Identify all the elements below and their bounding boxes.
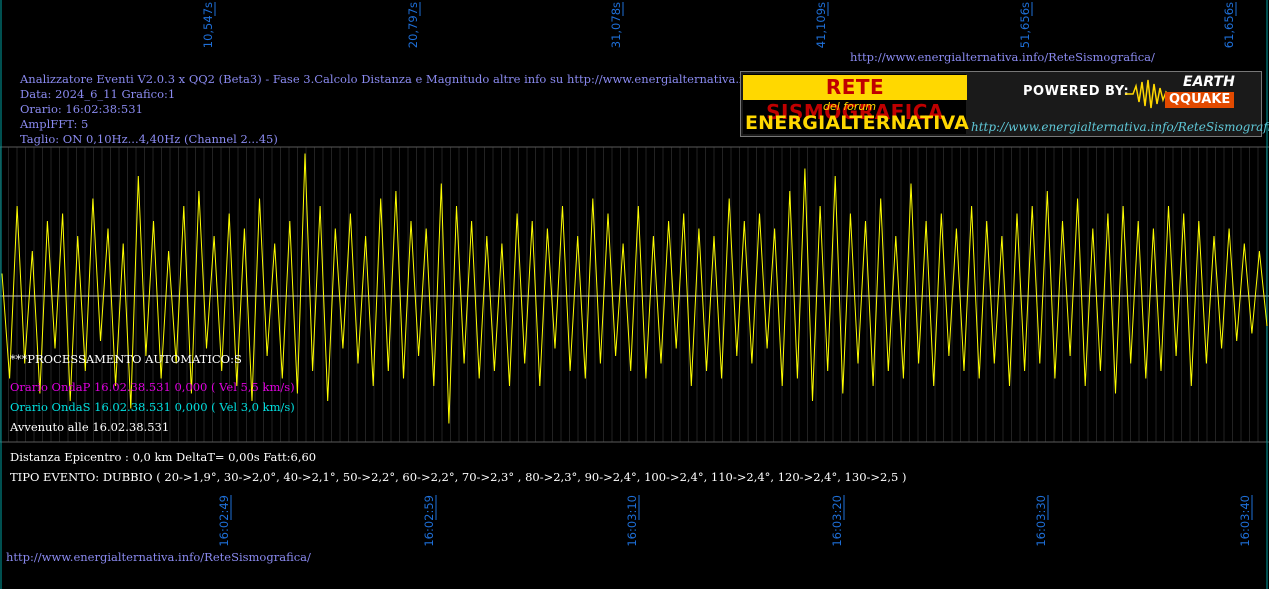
top-tick-label: 20,797s [406,2,420,48]
logo-left-panel: RETE SISMOGRAFICA del forum ENERGIALTERN… [743,74,970,134]
header-line-4: AmplFFT: 5 [20,117,89,131]
logo-brand-qquake: QQUAKE [1165,92,1235,108]
grid-lines [0,147,1267,442]
processing-auto: ***PROCESSAMENTO AUTOMATICO:S [10,352,242,366]
epicenter-distance: Distanza Epicentro : 0,0 km DeltaT= 0,00… [10,450,317,464]
header-line-5: Taglio: ON 0,10Hz...4,40Hz (Channel 2...… [20,132,278,146]
event-time: Avvenuto alle 16.02.38.531 [10,420,170,434]
header-line-1: Analizzatore Eventi V2.0.3 x QQ2 (Beta3)… [20,72,821,86]
bottom-tick-label: 16:02:59 [422,495,436,547]
logo-powered-by: POWERED BY: [1023,84,1130,99]
logo-brand-earth: EARTH [1183,74,1235,90]
bottom-tick-label: 16:03:40 [1238,495,1252,547]
bottom-tick-label: 16:03:10 [625,495,639,547]
rete-sismografica-logo[interactable]: RETE SISMOGRAFICA del forum ENERGIALTERN… [740,71,1269,137]
logo-title-1: RETE SISMOGRAFICA [743,75,967,124]
bottom-axis-ticks: 16:02:49 16:02:59 16:03:10 16:03:20 16:03:30… [217,495,1253,547]
header-line-2: Data: 2024_6_11 Grafico:1 [20,87,176,101]
trace-line [1,153,1268,424]
logo-title-2: del forum [823,100,877,113]
top-tick-label: 51,656s [1018,2,1032,48]
bottom-url[interactable]: http://www.energialternativa.info/ReteSi… [6,550,311,564]
event-type: TIPO EVENTO: DUBBIO ( 20->1,9°, 30->2,0°… [10,470,907,484]
top-axis-ticks: 10,547s 20,797s 31,078s 41,109s 51,656s 61,65… [201,2,1237,48]
seismic-trace [1,153,1268,424]
top-tick-label: 10,547s [201,2,215,48]
top-tick-label: 41,109s [814,2,828,48]
logo-url: http://www.energialternativa.info/ReteSi… [971,120,1269,134]
bottom-tick-label: 16:03:20 [830,495,844,547]
bottom-tick-label: 16:03:30 [1034,495,1048,547]
top-tick-label: 61,656s [1222,2,1236,48]
logo-title-3: ENERGIALTERNATIVA [745,112,970,134]
header-line-3: Orario: 16:02:38:531 [20,102,143,116]
onda-p-time: Orario OndaP 16.02.38.531 0,000 ( Vel 5,… [10,380,295,394]
onda-s-time: Orario OndaS 16.02.38.531 0,000 ( Vel 3,… [10,400,295,414]
bottom-tick-label: 16:02:49 [217,495,231,547]
top-tick-label: 31,078s [609,2,623,48]
top-url[interactable]: http://www.energialternativa.info/ReteSi… [850,50,1155,64]
